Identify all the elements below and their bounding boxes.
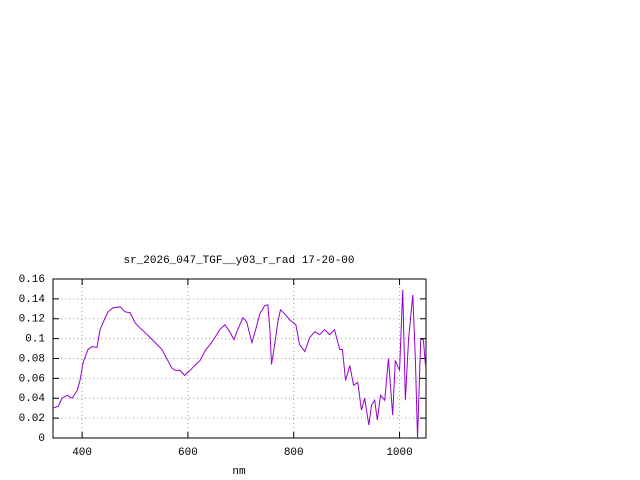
x-tick-label: 1000 <box>386 447 412 459</box>
y-tick-label: 0.06 <box>19 373 45 385</box>
y-tick-label: 0.02 <box>19 413 45 425</box>
y-tick-label: 0.16 <box>19 274 45 286</box>
y-tick-label: 0.1 <box>25 334 45 346</box>
plot-frame <box>52 278 427 439</box>
y-tick-label: 0.08 <box>19 353 45 365</box>
y-tick-label: 0.04 <box>19 393 46 405</box>
data-line <box>52 289 426 439</box>
y-tick-label: 0 <box>38 433 45 445</box>
x-axis-label: nm <box>232 466 246 478</box>
y-tick-label: 0.14 <box>19 294 46 306</box>
x-tick-label: 600 <box>178 447 198 459</box>
x-tick-label: 800 <box>284 447 304 459</box>
chart-title: sr_2026_047_TGF__y03_r_rad 17-20-00 <box>123 255 354 267</box>
y-tick-label: 0.12 <box>19 314 45 326</box>
x-tick-label: 400 <box>72 447 92 459</box>
